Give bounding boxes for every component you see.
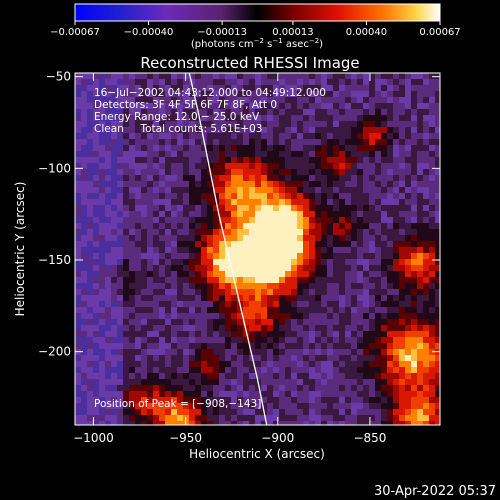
annotation-detectors: Detectors: 3F 4F 5F 6F 7F 8F, Att 0 xyxy=(94,99,277,111)
colorbar-ticks: −0.00067 −0.00040 −0.00013 0.00013 0.00040 0.… xyxy=(50,21,461,38)
colorbar-tick-label: 0.00067 xyxy=(419,27,460,38)
solar-limb-line xyxy=(188,73,268,425)
y-axis-ticks: −50 −100 −150 −200 xyxy=(38,70,440,359)
y-tick-label: −200 xyxy=(38,345,71,359)
x-axis-ticks: −1000 −950 −900 −850 xyxy=(73,73,386,445)
annotation-energy: Energy Range: 12.0 − 25.0 keV xyxy=(94,111,260,123)
colorbar-tick-label: 0.00040 xyxy=(346,27,387,38)
x-tick-label: −1000 xyxy=(73,431,114,445)
y-tick-label: −150 xyxy=(38,253,71,267)
peak-position-label: Position of Peak = [−908,−143] xyxy=(94,398,261,410)
colorbar-tick-label: −0.00040 xyxy=(124,27,174,38)
heatmap-image xyxy=(75,73,440,425)
colorbar-tick-label: −0.00013 xyxy=(197,27,247,38)
x-tick-label: −850 xyxy=(353,431,386,445)
annotation-block: 16−Jul−2002 04:43:12.000 to 04:49:12.000… xyxy=(94,87,326,135)
plot-frame xyxy=(74,72,441,426)
colorbar-tick-label: −0.00067 xyxy=(50,27,100,38)
footer-timestamp: 30-Apr-2022 05:37 xyxy=(374,484,496,499)
y-tick-label: −50 xyxy=(46,70,71,84)
annotation-time: 16−Jul−2002 04:43:12.000 to 04:49:12.000 xyxy=(94,87,326,99)
y-axis-label: Heliocentric Y (arcsec) xyxy=(13,182,27,317)
y-tick-label: −100 xyxy=(38,161,71,175)
annotation-counts: Clean Total counts: 5.61E+03 xyxy=(94,123,263,135)
chart-title: Reconstructed RHESSI Image xyxy=(140,54,359,72)
colorbar-tick-label: 0.00013 xyxy=(272,27,313,38)
x-tick-label: −950 xyxy=(169,431,202,445)
colorbar-units: (photons cm−2 s−1 asec−2) xyxy=(191,37,323,50)
x-axis-label: Heliocentric X (arcsec) xyxy=(189,447,325,461)
x-tick-label: −900 xyxy=(261,431,294,445)
colorbar xyxy=(74,3,441,22)
